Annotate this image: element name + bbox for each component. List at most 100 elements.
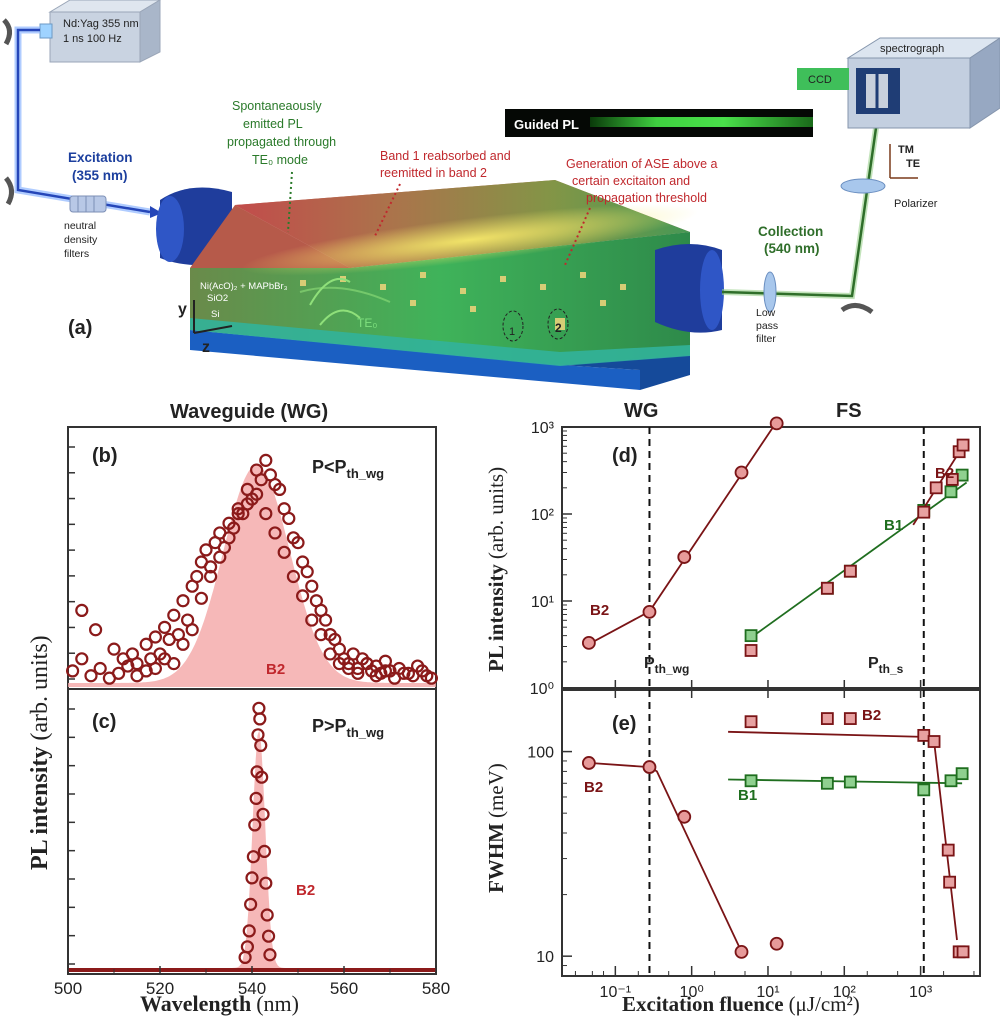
data-point bbox=[677, 550, 692, 564]
data-point bbox=[744, 629, 758, 643]
data-point bbox=[249, 791, 263, 806]
data-point bbox=[943, 875, 957, 889]
x-tick-label: 10³ bbox=[909, 984, 933, 1001]
data-point bbox=[305, 613, 319, 627]
data-point bbox=[277, 545, 291, 559]
panel-d-label: (d) bbox=[612, 445, 638, 467]
nd-label-1: neutral bbox=[64, 220, 96, 232]
laser-box: Nd:Yag 355 nm 1 ns 100 Hz bbox=[39, 0, 161, 63]
data-point bbox=[139, 637, 153, 651]
laser-label-2: 1 ns 100 Hz bbox=[63, 33, 122, 45]
data-point bbox=[305, 579, 319, 593]
d-ylabel-main: PL intensity bbox=[484, 564, 508, 672]
data-point bbox=[213, 550, 227, 564]
data-point bbox=[323, 647, 337, 661]
data-point bbox=[65, 664, 80, 678]
data-point bbox=[148, 630, 162, 644]
cond-b-sub: th_wg bbox=[347, 466, 385, 481]
data-point bbox=[360, 657, 374, 671]
x-tick-label: 520 bbox=[146, 979, 174, 998]
ase-line-2: certain excitaiton and bbox=[572, 174, 690, 188]
data-point bbox=[261, 929, 276, 943]
data-point bbox=[250, 487, 264, 501]
x-tick-label: 10² bbox=[833, 984, 857, 1001]
band-line-2: reemitted in band 2 bbox=[380, 166, 487, 180]
plot-e-data bbox=[581, 690, 970, 976]
spectrograph-label: spectrograph bbox=[880, 43, 944, 55]
data-point bbox=[255, 770, 269, 784]
cond-c-sub: th_wg bbox=[347, 725, 385, 740]
excitation-label-2: (355 nm) bbox=[72, 168, 128, 183]
fit-line bbox=[750, 481, 968, 639]
data-point bbox=[843, 712, 857, 725]
x-tick-label: 540 bbox=[238, 979, 266, 998]
x-tick-label: 10⁰ bbox=[680, 984, 704, 1001]
data-point bbox=[242, 924, 256, 938]
axis-z-label: z bbox=[202, 339, 210, 356]
polarizer-label: Polarizer bbox=[894, 198, 938, 210]
data-point bbox=[642, 604, 657, 619]
e-label-b2-left: B2 bbox=[584, 779, 603, 796]
data-point bbox=[231, 506, 245, 521]
e-label-b2-right: B2 bbox=[862, 707, 881, 724]
collection-label-1: Collection bbox=[758, 224, 823, 239]
guided-pl-label: Guided PL bbox=[514, 117, 579, 132]
y-tick-label: 10¹ bbox=[531, 594, 554, 611]
waveguide-slab: 1 2 Ni(AcO)₂ + MAPbBr₃ SiO2 Si TE₀ bbox=[190, 180, 699, 390]
data-point bbox=[927, 735, 941, 748]
data-point bbox=[744, 715, 758, 729]
e-ylabel-unit: (meV) bbox=[484, 763, 508, 818]
data-point bbox=[75, 603, 89, 618]
tm-label: TM bbox=[898, 144, 914, 156]
e-xlabel: Excitation fluence (μJ/cm²) bbox=[622, 992, 860, 1016]
data-point bbox=[945, 472, 959, 486]
data-point bbox=[176, 594, 190, 608]
data-point bbox=[199, 543, 213, 557]
data-point bbox=[677, 809, 692, 824]
panel-b-condition: P<Pth_wg bbox=[312, 457, 384, 481]
layer-label-perovskite: Ni(AcO)₂ + MAPbBr₃ bbox=[200, 281, 288, 292]
lowpass-label-2: pass bbox=[756, 320, 778, 332]
y-tick-label: 10⁰ bbox=[530, 681, 554, 698]
fit-line bbox=[588, 762, 743, 953]
e-xlabel-unit: (μJ/cm²) bbox=[789, 992, 860, 1016]
bc-ylabel-main: PL intensity bbox=[27, 747, 53, 870]
axis-y-label: y bbox=[178, 301, 187, 318]
te0-label: TE₀ bbox=[357, 316, 377, 330]
data-point bbox=[248, 818, 262, 832]
polarization-axes: TM TE bbox=[889, 144, 920, 179]
spectrograph-box: spectrograph CCD bbox=[797, 37, 1000, 129]
te-label: TE bbox=[906, 158, 920, 170]
data-point bbox=[956, 945, 970, 959]
collection-label-2: (540 nm) bbox=[764, 241, 820, 256]
d-threshold-s: Pth_s bbox=[868, 655, 904, 676]
bc-ylabel: PL intensity (arb. units) bbox=[27, 635, 53, 870]
x-tick-label: 580 bbox=[422, 979, 450, 998]
axis-e-ticks: 10 100 10⁻¹ 10⁰ 10¹ 10² 10³ bbox=[527, 680, 975, 1001]
data-point bbox=[286, 569, 300, 584]
thr-wg-main: P bbox=[644, 655, 655, 672]
e-xlabel-main: Excitation fluence bbox=[622, 992, 784, 1016]
bc-xlabel: Wavelength (nm) bbox=[140, 991, 299, 1016]
e-ylabel: FWHM (meV) bbox=[484, 763, 508, 893]
data-point bbox=[84, 669, 98, 683]
layer-label-si: Si bbox=[211, 309, 219, 320]
data-point bbox=[820, 776, 834, 790]
nd-label-3: filters bbox=[64, 248, 89, 260]
data-point bbox=[260, 908, 274, 922]
data-point bbox=[378, 664, 392, 678]
data-point bbox=[268, 526, 282, 540]
nd-filters: neutral density filters bbox=[64, 195, 107, 260]
data-point bbox=[944, 485, 958, 499]
panel-c-band-label: B2 bbox=[296, 882, 315, 899]
ase-line-3: propagation threshold bbox=[586, 191, 707, 205]
annotation-ase: Generation of ASE above a certain excita… bbox=[564, 157, 718, 266]
bc-ylabel-unit: (arb. units) bbox=[27, 635, 53, 740]
laser-label-1: Nd:Yag 355 nm bbox=[63, 18, 139, 30]
data-point bbox=[185, 623, 199, 637]
data-point bbox=[254, 738, 268, 753]
panel-e-label: (e) bbox=[612, 713, 636, 735]
data-point bbox=[581, 756, 596, 770]
data-point bbox=[253, 712, 267, 726]
collection-beam bbox=[721, 99, 886, 315]
